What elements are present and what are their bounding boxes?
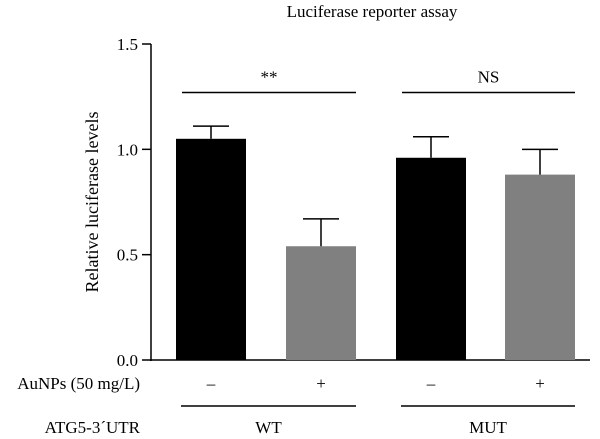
y-axis-label: Relative luciferase levels [82,112,102,293]
group-label: MUT [469,418,507,437]
y-tick-label: 0.0 [117,351,138,370]
significance-label: NS [478,67,500,86]
treatment-value-label: – [426,374,436,393]
y-tick-label: 1.5 [117,35,138,54]
bar [396,157,466,360]
y-tick-label: 1.0 [117,140,138,159]
group-label: WT [255,418,282,437]
treatment-value-label: – [206,374,216,393]
y-tick-label: 0.5 [117,246,138,265]
significance-layer: ** NS [182,67,575,94]
bar [505,174,575,360]
bar [176,138,246,360]
bars-layer [176,125,575,360]
y-axis-ticks: 0.0 0.5 1.0 1.5 [117,35,151,370]
group-row-label: ATG5-3´UTR [45,418,141,437]
treatment-row-label: AuNPs (50 mg/L) [17,374,140,393]
category-labels-layer: AuNPs (50 mg/L) – + – + ATG5-3´UTR WT MUT [17,374,575,437]
treatment-value-label: + [535,374,545,393]
bar [286,246,356,360]
significance-label: ** [261,67,278,86]
treatment-value-label: + [316,374,326,393]
chart-title: Luciferase reporter assay [287,2,458,21]
